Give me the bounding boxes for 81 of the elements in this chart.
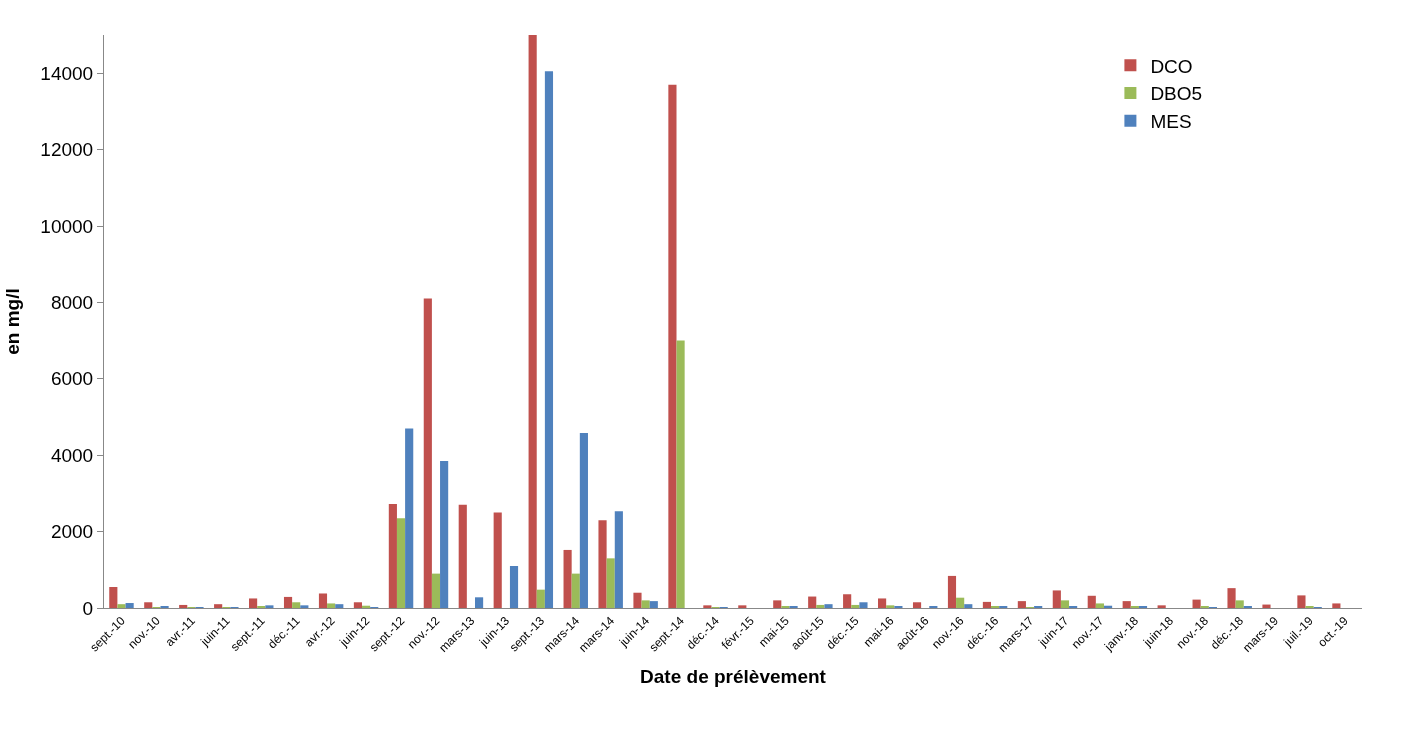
bar <box>327 603 336 608</box>
y-tick-label: 4000 <box>50 444 94 466</box>
bar <box>816 604 825 608</box>
bar <box>824 604 833 608</box>
y-tick-label: 10000 <box>40 215 94 237</box>
bar <box>614 511 623 608</box>
y-tick-label: 6000 <box>50 368 94 390</box>
bar <box>528 35 537 608</box>
bar <box>773 600 782 608</box>
bar <box>1157 605 1166 608</box>
bar <box>579 433 588 608</box>
bar <box>1192 599 1201 608</box>
legend-label: DCO <box>1150 55 1193 77</box>
x-axis-title: Date de prélèvement <box>640 665 827 687</box>
bar <box>1297 595 1306 608</box>
bar <box>249 598 258 608</box>
bar <box>423 298 432 608</box>
bar <box>1235 600 1244 608</box>
y-tick-label: 2000 <box>50 521 94 543</box>
bar <box>668 84 677 608</box>
bar <box>956 597 965 608</box>
bar <box>144 602 153 608</box>
bar <box>493 512 502 608</box>
bar <box>431 573 441 608</box>
bar <box>292 602 301 608</box>
bar <box>283 596 293 608</box>
bar <box>509 565 519 608</box>
legend-label: DBO5 <box>1150 83 1203 105</box>
bar <box>474 597 484 608</box>
bar <box>964 604 973 608</box>
bar <box>405 428 414 608</box>
bar <box>1087 595 1096 608</box>
bar <box>265 605 274 608</box>
bar <box>353 602 363 608</box>
bar <box>571 573 580 608</box>
bar <box>1052 590 1061 608</box>
bar <box>598 520 607 608</box>
y-axis-title: en mg/l <box>2 288 24 355</box>
bar <box>1332 603 1341 608</box>
bar <box>388 504 397 608</box>
bar <box>886 605 895 608</box>
bar <box>318 593 328 608</box>
bar <box>982 601 992 608</box>
bar <box>396 518 406 608</box>
bar <box>109 586 118 608</box>
y-tick-label: 8000 <box>50 292 94 314</box>
bar <box>947 575 957 608</box>
bar <box>633 592 642 608</box>
bar <box>1060 600 1070 608</box>
bar <box>703 605 712 608</box>
bar <box>458 504 467 608</box>
bar <box>440 460 449 608</box>
bar <box>300 605 309 608</box>
bar <box>1017 601 1026 608</box>
bar <box>1262 604 1271 608</box>
bar <box>738 605 747 608</box>
bar <box>649 601 658 608</box>
y-tick-label: 12000 <box>40 139 94 161</box>
y-tick-label: 14000 <box>40 62 94 84</box>
bar <box>859 602 868 608</box>
bar <box>808 596 817 608</box>
bar <box>843 594 852 608</box>
bar <box>125 603 134 608</box>
bar <box>214 604 223 608</box>
bar <box>1122 601 1131 608</box>
bar <box>851 604 860 608</box>
bar <box>1227 588 1236 608</box>
bar <box>536 589 545 608</box>
bar <box>1095 603 1104 608</box>
y-tick-label: 0 <box>82 597 94 619</box>
bar <box>912 602 922 608</box>
bar <box>544 71 554 608</box>
legend-label: MES <box>1150 111 1192 133</box>
bar <box>117 604 126 608</box>
bar <box>606 558 615 608</box>
bar <box>179 604 188 608</box>
bar <box>641 600 650 608</box>
bar <box>335 604 344 608</box>
bar <box>878 598 887 608</box>
bar <box>676 340 685 608</box>
bar <box>563 549 572 608</box>
